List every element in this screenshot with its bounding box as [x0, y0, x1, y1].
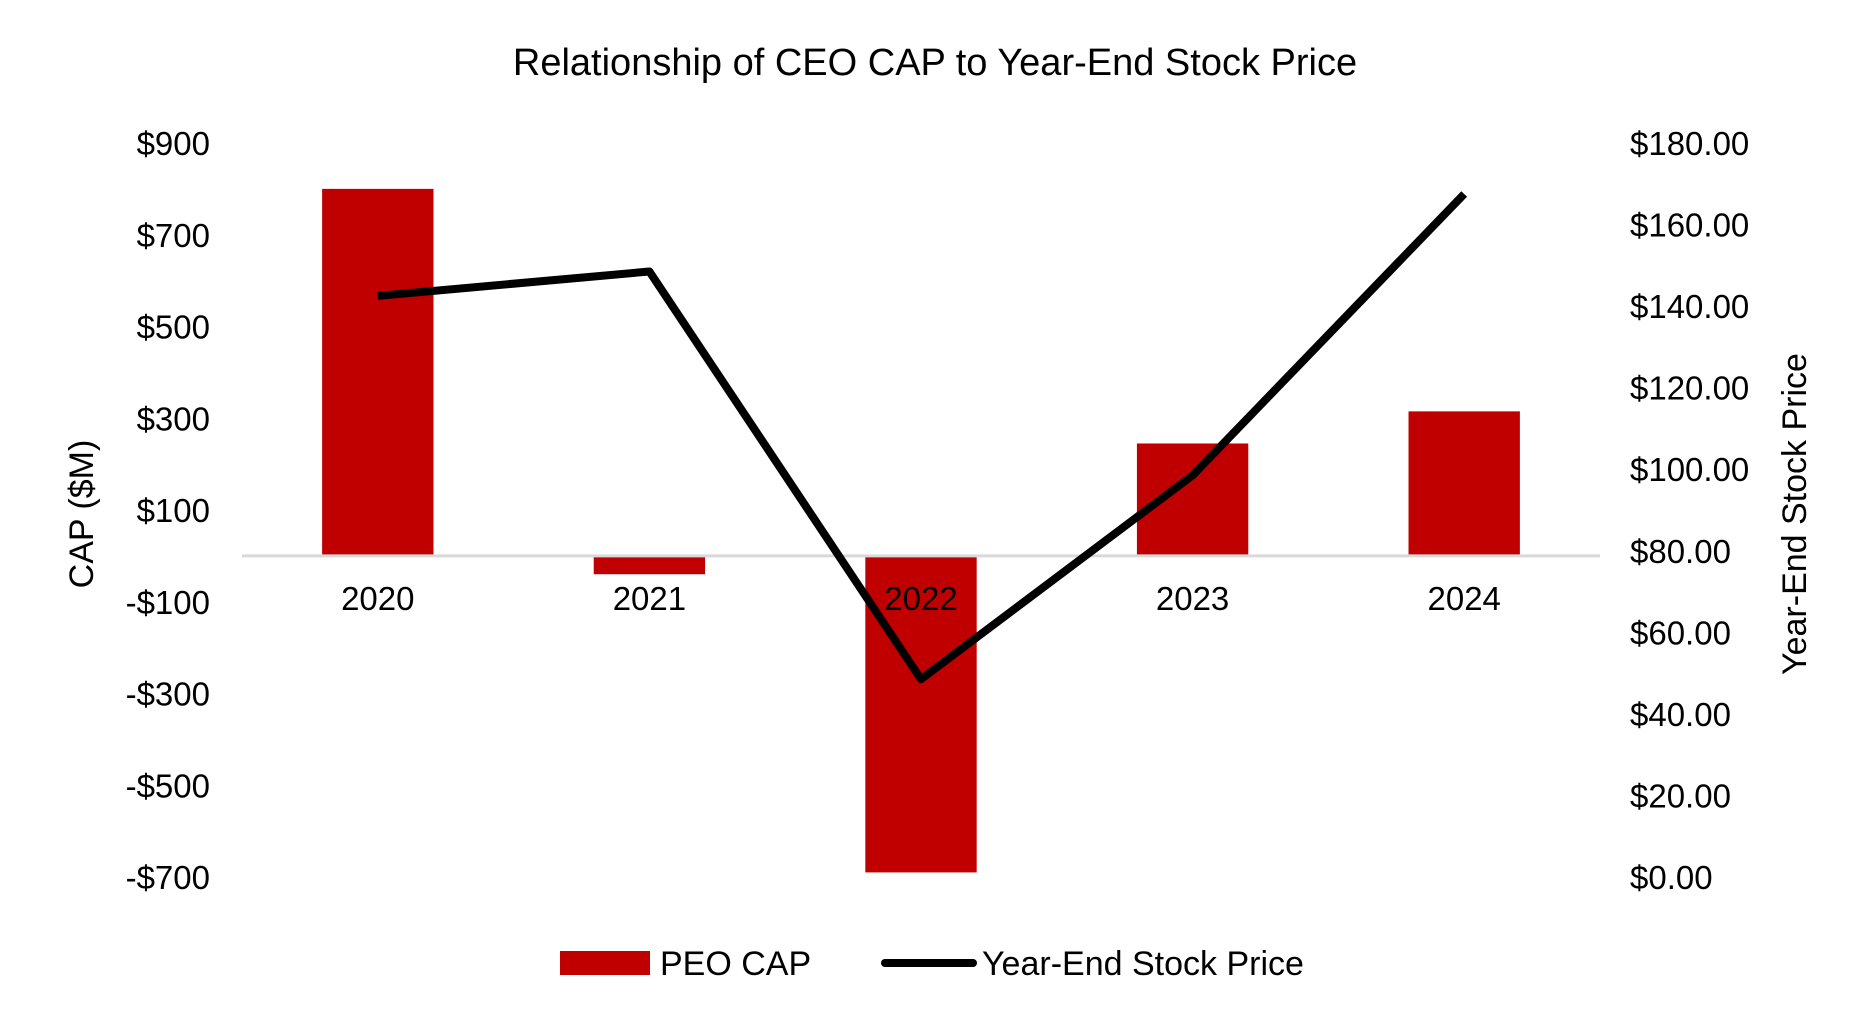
y-axis-label: CAP ($M) [63, 440, 101, 589]
y-tick-label: $100 [137, 492, 210, 529]
y2-axis-ticks: $180.00 $160.00 $140.00 $120.00 $100.00 $80.0… [1630, 125, 1749, 896]
y-tick-label: $900 [137, 125, 210, 162]
legend: PEO CAP Year-End Stock Price [560, 945, 1304, 983]
bar-series [322, 189, 1520, 873]
y2-tick-label: $0.00 [1630, 859, 1713, 896]
y-tick-label: $700 [137, 217, 210, 254]
chart-title: Relationship of CEO CAP to Year-End Stoc… [513, 42, 1357, 84]
y2-tick-label: $120.00 [1630, 370, 1749, 407]
x-tick-label: 2024 [1427, 580, 1500, 617]
y2-tick-label: $160.00 [1630, 207, 1749, 244]
y2-tick-label: $180.00 [1630, 125, 1749, 162]
y-tick-label: $500 [137, 309, 210, 346]
x-tick-label: 2020 [341, 580, 414, 617]
y2-tick-label: $140.00 [1630, 288, 1749, 325]
legend-bar-swatch [560, 951, 650, 975]
x-tick-label: 2022 [884, 580, 957, 617]
x-tick-label: 2023 [1156, 580, 1229, 617]
y2-tick-label: $60.00 [1630, 614, 1731, 651]
y2-axis-label: Year-End Stock Price [1776, 353, 1814, 675]
bar-2024 [1409, 411, 1520, 556]
bar-2020 [322, 189, 433, 556]
y-tick-label: $300 [137, 400, 210, 437]
y2-tick-label: $20.00 [1630, 777, 1731, 814]
y2-tick-label: $80.00 [1630, 533, 1731, 570]
legend-label-peo-cap: PEO CAP [660, 945, 811, 983]
bar-2021 [594, 556, 705, 574]
category-labels: 2020 2021 2022 2023 2024 [341, 580, 1501, 617]
legend-label-stock-price: Year-End Stock Price [982, 945, 1304, 983]
y2-tick-label: $100.00 [1630, 451, 1749, 488]
y-tick-label: -$300 [126, 676, 210, 713]
y-tick-label: -$500 [126, 767, 210, 804]
y-tick-label: -$100 [126, 584, 210, 621]
x-tick-label: 2021 [613, 580, 686, 617]
y2-tick-label: $40.00 [1630, 696, 1731, 733]
y-tick-label: -$700 [126, 859, 210, 896]
y-axis-ticks: $900 $700 $500 $300 $100 -$100 -$300 -$500 -$700 [126, 125, 210, 896]
